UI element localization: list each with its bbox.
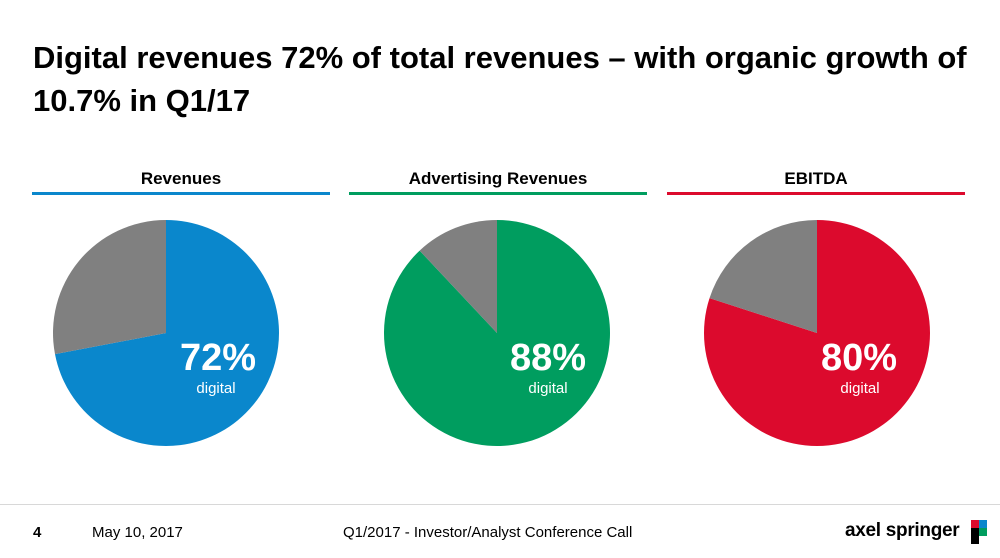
footer-date: May 10, 2017 (92, 524, 183, 541)
panel-title: EBITDA (784, 169, 848, 188)
pie-slice-other (709, 220, 817, 333)
pie-slice-digital (55, 220, 279, 446)
pie-category-label: digital (840, 380, 880, 397)
pie-value-label: 72% (179, 337, 257, 379)
pie-value-label: 80% (820, 337, 898, 379)
pie-panel-ebitda: EBITDA 80% digital (667, 168, 965, 458)
pie-slice-other (52, 220, 166, 355)
panel-rule (349, 192, 647, 195)
pie-panel-advertising: Advertising Revenues 88% digital (349, 168, 647, 458)
pie-slice-other (419, 220, 497, 333)
panel-rule (667, 192, 965, 195)
pie-panel-revenues: Revenues 72% digital (32, 168, 330, 458)
page-title: Digital revenues 72% of total revenues –… (33, 40, 967, 118)
panel-rule (32, 192, 330, 195)
footer-divider (0, 504, 1000, 505)
panel-title: Advertising Revenues (408, 169, 588, 188)
panel-title: Revenues (140, 169, 222, 188)
pie-category-label: digital (196, 380, 236, 397)
pie-value-label: 88% (509, 337, 587, 379)
pie-chart (384, 220, 610, 446)
footer-event: Q1/2017 - Investor/Analyst Conference Ca… (343, 524, 633, 541)
logo-text: axel springer (845, 520, 960, 541)
pie-chart (52, 220, 279, 446)
logo-mark-icon (971, 520, 987, 544)
page-number: 4 (33, 524, 42, 541)
pie-category-label: digital (528, 380, 568, 397)
pie-chart (704, 220, 930, 446)
